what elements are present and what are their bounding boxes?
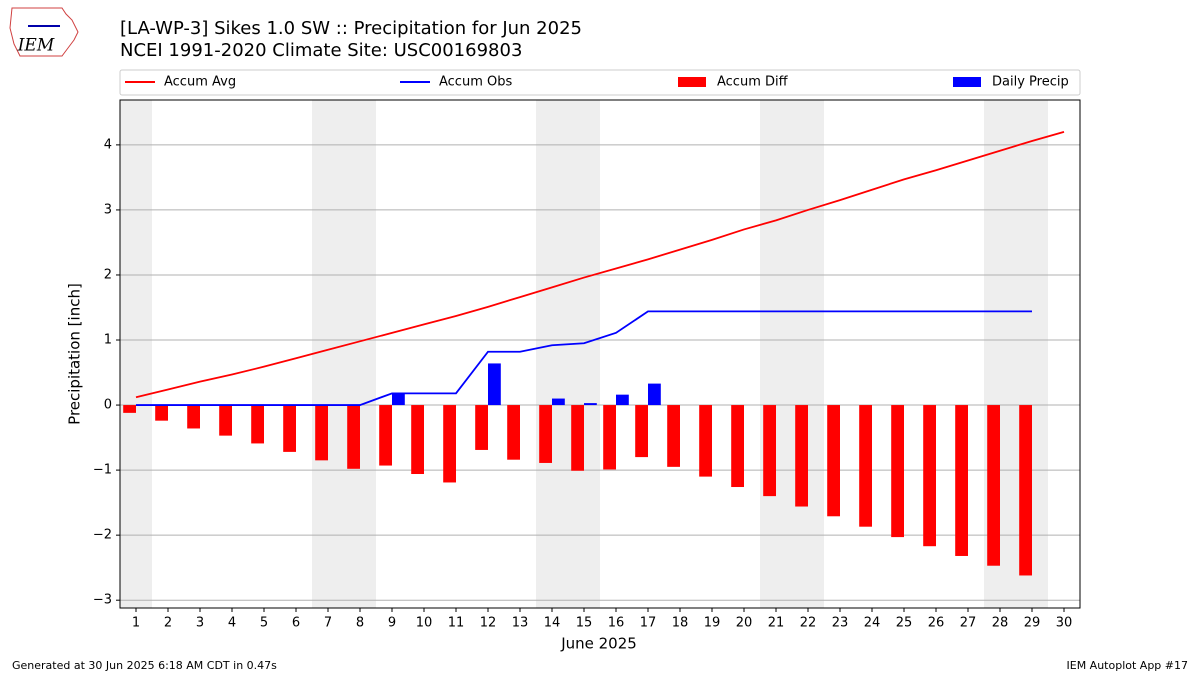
bar: [648, 383, 661, 406]
x-tick-label: 12: [480, 616, 497, 631]
line: [136, 310, 1032, 406]
y-tick-label: 0: [104, 398, 112, 413]
bar: [795, 405, 808, 507]
bar: [635, 405, 648, 458]
legend-swatch: [678, 77, 706, 87]
x-tick-label: 6: [292, 616, 300, 631]
bar: [155, 405, 168, 421]
bar: [379, 405, 392, 466]
bar: [584, 403, 597, 406]
bar: [616, 394, 629, 406]
bar: [763, 405, 776, 497]
x-tick-label: 17: [640, 616, 657, 631]
y-tick-label: −1: [93, 463, 112, 478]
bar: [411, 405, 424, 475]
x-tick-label: 18: [672, 616, 689, 631]
bar: [891, 405, 904, 538]
x-tick-label: 14: [544, 616, 561, 631]
x-axis-label: June 2025: [560, 635, 637, 653]
legend-swatch: [953, 77, 981, 87]
weekend-band: [760, 100, 824, 608]
weekend-band: [120, 100, 152, 608]
x-tick-label: 3: [196, 616, 204, 631]
legend-label: Daily Precip: [992, 75, 1069, 90]
bar: [475, 405, 488, 450]
logo-outline: [9, 7, 79, 57]
bar: [315, 405, 328, 461]
bar: [731, 405, 744, 488]
x-tick-label: 22: [800, 616, 817, 631]
x-tick-label: 15: [576, 616, 593, 631]
x-tick-label: 30: [1056, 616, 1073, 631]
x-tick-label: 7: [324, 616, 332, 631]
bar: [219, 405, 232, 436]
bar: [251, 405, 264, 444]
bar: [859, 405, 872, 527]
bar: [987, 405, 1000, 566]
bar: [667, 405, 680, 467]
bar: [488, 363, 501, 406]
bar: [827, 405, 840, 517]
y-tick-label: −2: [93, 528, 112, 543]
x-tick-label: 28: [992, 616, 1009, 631]
bar: [539, 405, 552, 463]
bar: [571, 405, 584, 471]
logo: IEM: [9, 7, 79, 57]
x-tick-label: 23: [832, 616, 849, 631]
x-tick-label: 1: [132, 616, 140, 631]
x-tick-label: 5: [260, 616, 268, 631]
x-tick-label: 4: [228, 616, 236, 631]
x-tick-label: 26: [928, 616, 945, 631]
x-tick-label: 21: [768, 616, 785, 631]
logo-text: IEM: [17, 36, 55, 56]
y-tick-label: 3: [104, 202, 112, 217]
bar: [443, 405, 456, 483]
bar: [923, 405, 936, 547]
footer-right: IEM Autoplot App #17: [1067, 659, 1189, 672]
x-tick-label: 25: [896, 616, 913, 631]
x-tick-label: 19: [704, 616, 721, 631]
legend-label: Accum Diff: [717, 75, 789, 90]
bar: [507, 405, 520, 460]
x-tick-label: 11: [448, 616, 465, 631]
legend-box: [119, 69, 1081, 96]
y-tick-label: 2: [104, 267, 112, 282]
chart-subtitle: NCEI 1991-2020 Climate Site: USC00169803: [120, 40, 522, 61]
bar: [347, 405, 360, 469]
legend-label: Accum Obs: [439, 75, 512, 90]
bar: [123, 405, 136, 413]
bar: [392, 393, 405, 406]
bar: [699, 405, 712, 477]
y-tick-label: −3: [93, 593, 112, 608]
bar: [552, 398, 565, 406]
x-tick-label: 29: [1024, 616, 1041, 631]
bar: [187, 405, 200, 429]
y-axis-label: Precipitation [inch]: [66, 283, 84, 425]
bar: [1019, 405, 1032, 576]
x-tick-label: 9: [388, 616, 396, 631]
plot-frame: [119, 99, 1081, 609]
x-tick-label: 24: [864, 616, 881, 631]
line: [135, 131, 1065, 399]
x-tick-label: 16: [608, 616, 625, 631]
x-tick-label: 10: [416, 616, 433, 631]
weekend-band: [536, 100, 600, 608]
bar: [283, 405, 296, 452]
bar: [955, 405, 968, 556]
x-tick-label: 27: [960, 616, 977, 631]
x-tick-label: 8: [356, 616, 364, 631]
x-tick-label: 20: [736, 616, 753, 631]
chart-title: [LA-WP-3] Sikes 1.0 SW :: Precipitation …: [120, 18, 582, 39]
x-tick-label: 2: [164, 616, 172, 631]
y-tick-label: 1: [104, 333, 112, 348]
bar: [603, 405, 616, 470]
y-tick-label: 4: [104, 137, 112, 152]
legend-label: Accum Avg: [164, 75, 236, 90]
x-tick-label: 13: [512, 616, 529, 631]
footer-left: Generated at 30 Jun 2025 6:18 AM CDT in …: [12, 659, 277, 672]
weekend-band: [312, 100, 376, 608]
